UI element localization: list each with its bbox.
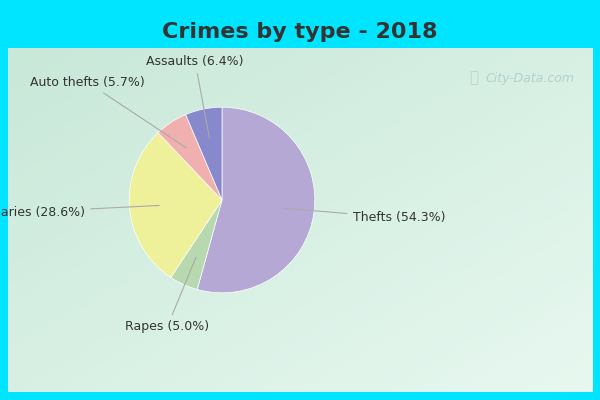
Wedge shape <box>171 200 222 290</box>
Wedge shape <box>197 107 315 293</box>
Text: City-Data.com: City-Data.com <box>486 72 575 85</box>
Wedge shape <box>129 133 222 278</box>
Text: Assaults (6.4%): Assaults (6.4%) <box>146 55 244 138</box>
Text: Rapes (5.0%): Rapes (5.0%) <box>125 258 209 333</box>
Text: Thefts (54.3%): Thefts (54.3%) <box>284 208 445 224</box>
Wedge shape <box>185 107 222 200</box>
Text: Crimes by type - 2018: Crimes by type - 2018 <box>162 22 438 42</box>
Text: Auto thefts (5.7%): Auto thefts (5.7%) <box>30 76 187 148</box>
Wedge shape <box>158 115 222 200</box>
Text: ⓘ: ⓘ <box>469 70 479 85</box>
Text: Burglaries (28.6%): Burglaries (28.6%) <box>0 206 159 218</box>
